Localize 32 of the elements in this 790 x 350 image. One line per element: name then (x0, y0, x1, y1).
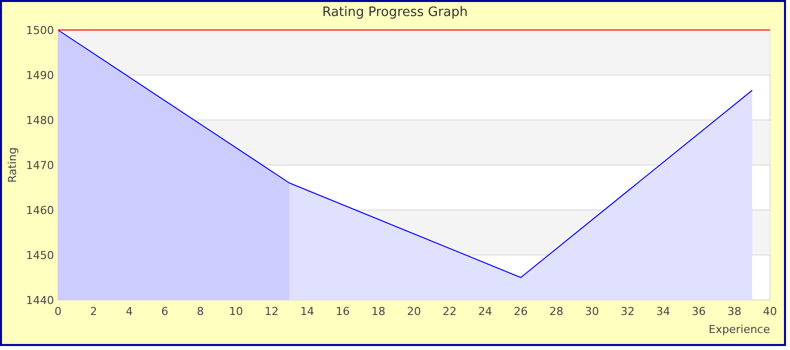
y-tick-label: 1480 (26, 114, 54, 127)
x-tick-label: 32 (620, 305, 635, 318)
x-tick-label: 28 (549, 305, 564, 318)
x-tick-label: 40 (763, 305, 777, 318)
x-tick-label: 2 (90, 305, 98, 318)
x-tick-label: 38 (727, 305, 742, 318)
line-series (58, 30, 753, 278)
y-tick-label: 1470 (26, 158, 54, 172)
y-axis-title: Rating (6, 147, 19, 183)
y-tick-label: 1490 (26, 68, 54, 82)
x-tick-label: 4 (126, 305, 133, 318)
x-tick-label: 12 (264, 305, 279, 318)
y-tick-label: 1440 (26, 294, 54, 307)
y-tick-label: 1450 (26, 248, 54, 262)
x-tick-label: 10 (229, 305, 243, 318)
x-tick-label: 16 (336, 305, 350, 318)
x-axis-title: Experience (708, 323, 770, 336)
x-tick-label: 26 (514, 305, 528, 318)
y-tick-label: 1500 (26, 24, 54, 37)
x-tick-label: 8 (196, 305, 204, 318)
x-tick-label: 18 (371, 305, 386, 318)
x-tick-label: 0 (54, 305, 62, 318)
x-tick-label: 20 (407, 305, 421, 318)
x-tick-label: 36 (692, 305, 706, 318)
chart-title: Rating Progress Graph (322, 5, 468, 20)
x-tick-label: 24 (478, 305, 492, 318)
x-tick-label: 30 (585, 305, 599, 318)
x-tick-label: 34 (656, 305, 670, 318)
x-tick-label: 14 (300, 305, 314, 318)
y-tick-label: 1460 (26, 204, 54, 217)
x-tick-label: 6 (161, 305, 168, 318)
x-tick-label: 22 (442, 305, 457, 318)
